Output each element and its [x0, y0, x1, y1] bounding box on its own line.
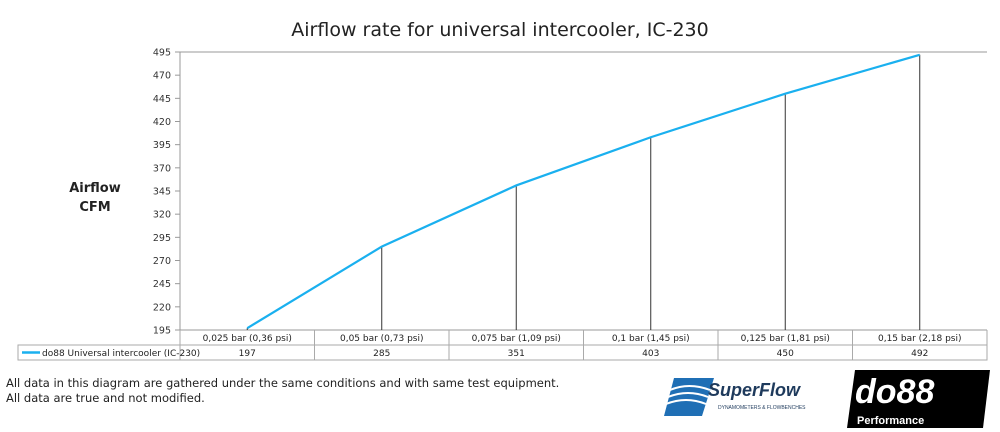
data-table-value: 492	[911, 349, 928, 359]
data-table-value: 403	[642, 349, 659, 359]
x-category-label: 0,05 bar (0,73 psi)	[340, 334, 424, 344]
legend-entry: do88 Universal intercooler (IC-230)	[42, 349, 200, 359]
y-tick-label: 370	[153, 163, 171, 174]
x-category-label: 0,15 bar (2,18 psi)	[878, 334, 962, 344]
svg-text:SuperFlow: SuperFlow	[708, 380, 801, 400]
series-line	[246, 53, 921, 330]
y-tick-label: 295	[153, 233, 171, 244]
y-tick-label: 495	[153, 48, 171, 59]
y-tick-label: 395	[153, 140, 171, 151]
data-table-value: 450	[777, 349, 794, 359]
note-line-2: All data are true and not modified.	[6, 391, 205, 405]
svg-text:do88: do88	[855, 373, 934, 411]
note-line-1: All data in this diagram are gathered un…	[6, 376, 560, 390]
chart-title: Airflow rate for universal intercooler, …	[291, 19, 708, 41]
x-category-label: 0,125 bar (1,81 psi)	[741, 334, 830, 344]
svg-text:Performance: Performance	[857, 415, 924, 427]
y-tick-label: 220	[153, 302, 171, 313]
y-tick-label: 345	[153, 187, 171, 198]
y-axis-label: CFM	[79, 200, 110, 215]
x-category-label: 0,075 bar (1,09 psi)	[472, 334, 561, 344]
data-table-value: 197	[239, 349, 256, 359]
y-tick-label: 270	[153, 256, 171, 267]
y-tick-label: 445	[153, 94, 171, 105]
y-tick-label: 470	[153, 71, 171, 82]
y-tick-label: 320	[153, 210, 171, 221]
svg-text:DYNAMOMETERS & FLOWBENCHES: DYNAMOMETERS & FLOWBENCHES	[718, 405, 806, 411]
data-table-value: 285	[373, 349, 390, 359]
x-category-label: 0,1 bar (1,45 psi)	[612, 334, 690, 344]
y-tick-label: 195	[153, 326, 171, 337]
y-tick-label: 420	[153, 117, 171, 128]
y-tick-label: 245	[153, 279, 171, 290]
superflow-logo: SuperFlow DYNAMOMETERS & FLOWBENCHES	[664, 378, 806, 416]
x-category-label: 0,025 bar (0,36 psi)	[203, 334, 292, 344]
data-table-value: 351	[508, 349, 525, 359]
y-axis-label: Airflow	[69, 181, 121, 196]
do88-logo: do88 Performance	[847, 370, 990, 428]
